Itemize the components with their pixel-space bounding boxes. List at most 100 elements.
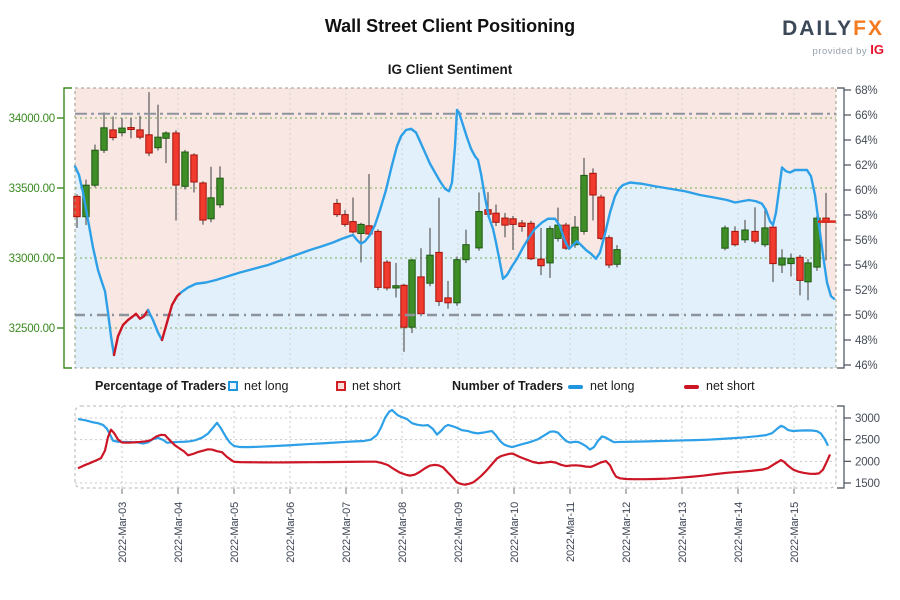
svg-text:58%: 58% (855, 210, 877, 222)
legend-pct-net-short-label[interactable]: net short (352, 379, 401, 393)
traders-count-line-blue (77, 408, 829, 451)
legend-pct-net-long-swatch[interactable] (228, 381, 238, 391)
number-of-traders-panel (74, 405, 837, 489)
legend-num-net-short-swatch[interactable] (684, 385, 699, 389)
legend-number-of-traders: Number of Traders (452, 379, 564, 393)
dailyfx-logo-text: DAILYFX (782, 18, 884, 39)
date-label: 2022-Mar-05 (229, 502, 241, 563)
candle (435, 251, 443, 302)
svg-text:46%: 46% (855, 360, 877, 372)
candle (127, 127, 135, 131)
candle (462, 244, 470, 261)
candle (426, 254, 434, 284)
svg-text:56%: 56% (855, 235, 877, 247)
candle (751, 230, 759, 242)
candle (190, 154, 198, 183)
logo-fx-text: FX (853, 17, 884, 40)
candle (154, 136, 162, 149)
candle (73, 195, 81, 218)
date-label: 2022-Mar-07 (341, 502, 353, 563)
candle (453, 259, 461, 304)
chart-subtitle: IG Client Sentiment (387, 62, 513, 77)
svg-text:50%: 50% (855, 310, 877, 322)
reference-lines (75, 112, 836, 317)
candle (172, 132, 180, 186)
candle (400, 284, 408, 328)
date-label: 2022-Mar-13 (677, 502, 689, 563)
svg-text:34000.00: 34000.00 (9, 113, 55, 125)
sentiment-line (73, 108, 836, 357)
svg-text:33000.00: 33000.00 (9, 253, 55, 265)
candle (492, 212, 500, 223)
candle (580, 174, 588, 232)
candle (408, 259, 416, 328)
candle (82, 184, 90, 218)
candle (769, 226, 777, 265)
svg-text:1500: 1500 (855, 478, 880, 490)
date-label: 2022-Mar-15 (789, 502, 801, 563)
candle (444, 297, 452, 304)
candle (501, 217, 509, 226)
sentiment-segment-blue (146, 308, 164, 342)
svg-text:54%: 54% (855, 260, 877, 272)
svg-text:32500.00: 32500.00 (9, 323, 55, 335)
candle (216, 177, 224, 206)
candle (91, 149, 99, 186)
candle (383, 261, 391, 289)
ig-logo: IG (870, 42, 884, 57)
svg-text:68%: 68% (855, 85, 877, 97)
candle (475, 211, 483, 249)
candle (207, 197, 215, 220)
svg-text:2500: 2500 (855, 435, 880, 447)
svg-text:62%: 62% (855, 160, 877, 172)
candle (589, 172, 597, 196)
candle (787, 257, 795, 265)
candle (605, 237, 613, 266)
date-label: 2022-Mar-11 (565, 502, 577, 562)
date-label: 2022-Mar-08 (397, 502, 409, 563)
candle (341, 214, 349, 225)
traders-count-line-red (77, 428, 832, 486)
count-axis: 3000 2500 2000 1500 (837, 405, 880, 490)
candle (527, 222, 535, 260)
date-label: 2022-Mar-10 (509, 502, 521, 563)
dailyfx-logo: DAILYFX provided by IG (782, 18, 884, 57)
candle (357, 223, 365, 234)
legend-num-net-long-swatch[interactable] (568, 385, 583, 389)
candle (509, 218, 517, 225)
date-label: 2022-Mar-09 (453, 502, 465, 563)
legend-num-net-short-label[interactable]: net short (706, 379, 755, 393)
candle (333, 202, 341, 216)
candle (417, 276, 425, 315)
candle (349, 221, 357, 233)
candle (374, 230, 382, 288)
percent-axis: 68% 66% 64% 62% 60% 58% 56% 54% 52% 50% 48% 46% (837, 85, 878, 372)
candle (100, 127, 108, 151)
main-plot-border (74, 87, 837, 369)
legend-num-net-long-label[interactable]: net long (590, 379, 635, 393)
candle (731, 230, 739, 246)
candle (546, 228, 554, 264)
candle (109, 129, 117, 139)
date-label: 2022-Mar-14 (733, 502, 745, 563)
page-title: Wall Street Client Positioning (324, 16, 576, 36)
date-label: 2022-Mar-04 (173, 502, 185, 563)
candle (136, 129, 144, 138)
candle (162, 132, 170, 139)
svg-text:48%: 48% (855, 335, 877, 347)
legend-pct-net-long-label[interactable]: net long (244, 379, 289, 393)
candlestick-series (73, 92, 830, 352)
svg-text:66%: 66% (855, 110, 877, 122)
candle (741, 229, 749, 241)
candle (796, 256, 804, 281)
price-axis: 34000.00 33500.00 33000.00 32500.00 (9, 87, 72, 369)
sentiment-segment-red (160, 291, 183, 342)
candle (597, 196, 605, 239)
candle (118, 127, 126, 134)
logo-provided-by: provided by IG (812, 42, 885, 57)
svg-text:60%: 60% (855, 185, 877, 197)
legend-pct-net-short-swatch[interactable] (336, 381, 346, 391)
candle (804, 262, 812, 283)
